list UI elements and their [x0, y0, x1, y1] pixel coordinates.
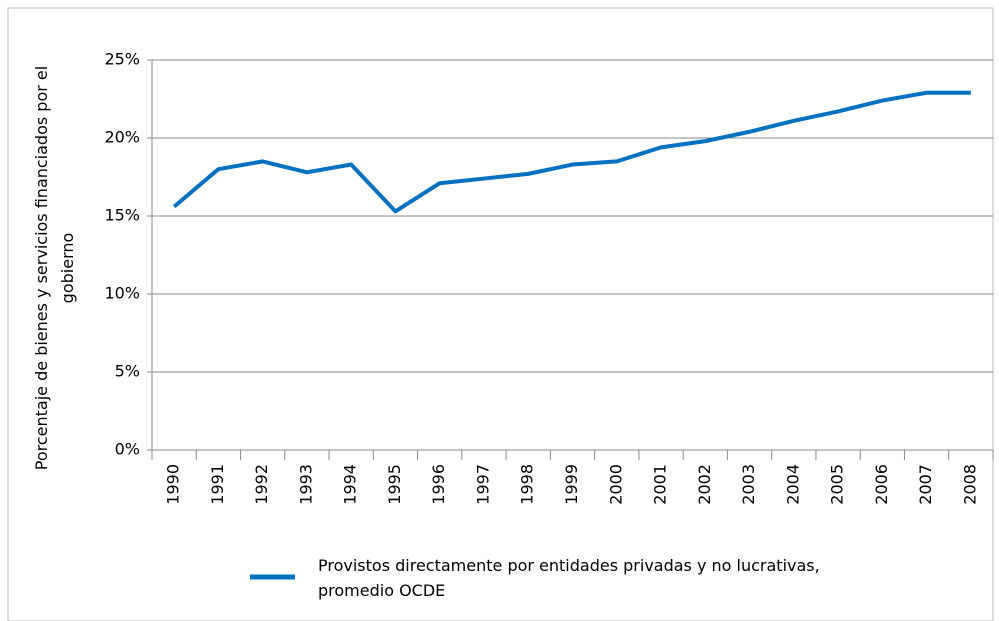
x-tick-label: 1995 — [385, 464, 404, 505]
x-tick-label: 1997 — [473, 464, 492, 505]
chart-frame — [7, 7, 994, 621]
y-tick-label: 20% — [104, 128, 140, 147]
x-tick-label: 2003 — [739, 464, 758, 505]
y-tick-label: 25% — [104, 50, 140, 69]
x-tick-label: 2004 — [783, 464, 802, 505]
x-tick-label: 1994 — [341, 464, 360, 505]
y-tick-label: 10% — [104, 284, 140, 303]
x-tick-label: 1996 — [429, 464, 448, 505]
x-tick-label: 1999 — [562, 464, 581, 505]
x-tick-label: 2007 — [916, 464, 935, 505]
x-tick-label: 2002 — [695, 464, 714, 505]
y-label-line: gobierno — [58, 232, 77, 304]
y-tick-label: 15% — [104, 206, 140, 225]
x-tick-label: 1993 — [296, 464, 315, 505]
x-tick-label: 2000 — [606, 464, 625, 505]
y-tick-label: 5% — [115, 362, 140, 381]
x-tick-label: 1998 — [518, 464, 537, 505]
x-tick-label: 2008 — [960, 464, 979, 505]
x-tick-label: 2005 — [828, 464, 847, 505]
x-tick-label: 2001 — [651, 464, 670, 505]
y-axis-label: Porcentaje de bienes y servicios financi… — [29, 48, 81, 488]
x-tick-label: 1992 — [252, 464, 271, 505]
series-line — [172, 90, 971, 214]
legend-label: Provistos directamente por entidades pri… — [318, 556, 820, 600]
y-tick-label: 0% — [115, 440, 140, 459]
y-label-line: Porcentaje de bienes y servicios financi… — [32, 65, 51, 471]
x-tick-label: 1990 — [164, 464, 183, 505]
x-tick-label: 2006 — [872, 464, 891, 505]
x-tick-label: 1991 — [208, 464, 227, 505]
